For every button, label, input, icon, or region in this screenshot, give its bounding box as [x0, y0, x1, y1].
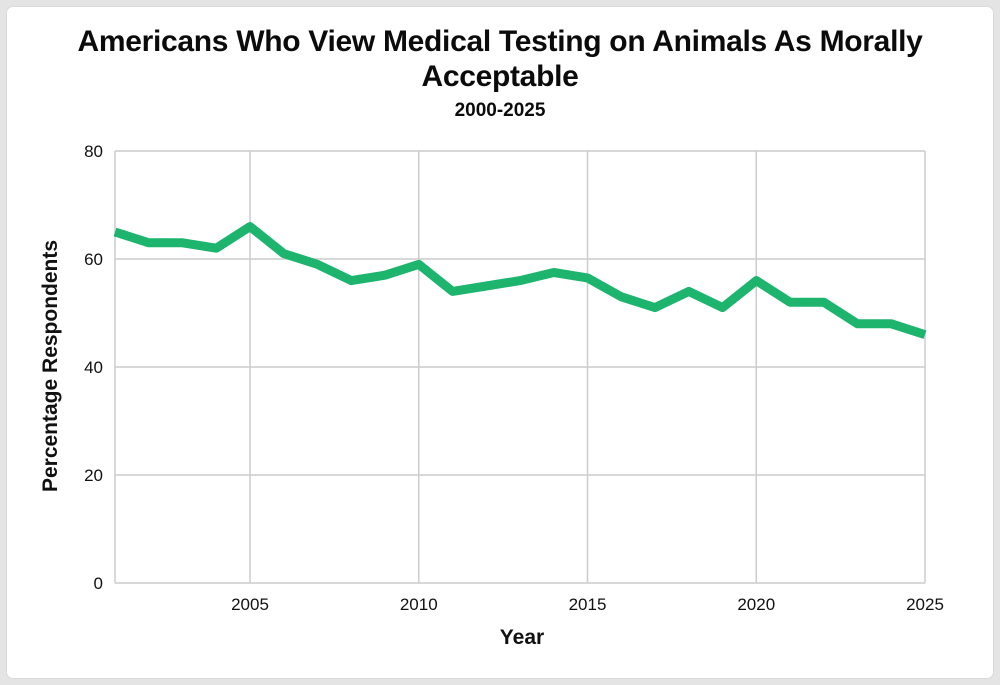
y-tick-label: 80	[84, 142, 103, 161]
x-tick-label: 2025	[906, 595, 944, 614]
label-layer: 0 20 40 60 80 2005 2010 2015 2020 2025	[84, 142, 944, 614]
line-chart-svg: 0 20 40 60 80 2005 2010 2015 2020 2025 Percentage…	[39, 142, 944, 649]
chart-header: Americans Who View Medical Testing on An…	[7, 7, 993, 122]
chart-card: Americans Who View Medical Testing on An…	[7, 7, 993, 678]
grid-layer	[114, 150, 926, 584]
trend-line	[113, 222, 927, 339]
chart-area: 0 20 40 60 80 2005 2010 2015 2020 2025 Percentage…	[7, 129, 993, 678]
x-tick-label: 2010	[400, 595, 438, 614]
y-tick-label: 40	[84, 358, 103, 377]
x-tick-label: 2020	[737, 595, 775, 614]
y-tick-label: 0	[94, 574, 103, 593]
x-tick-label: 2015	[569, 595, 607, 614]
chart-title: Americans Who View Medical Testing on An…	[77, 25, 923, 93]
x-tick-label: 2005	[231, 595, 269, 614]
y-tick-label: 60	[84, 250, 103, 269]
x-axis-label: Year	[500, 626, 544, 649]
y-axis-label: Percentage Respondents	[39, 240, 62, 492]
line-layer	[113, 222, 927, 339]
y-tick-label: 20	[84, 466, 103, 485]
chart-subtitle: 2000-2025	[454, 100, 546, 121]
